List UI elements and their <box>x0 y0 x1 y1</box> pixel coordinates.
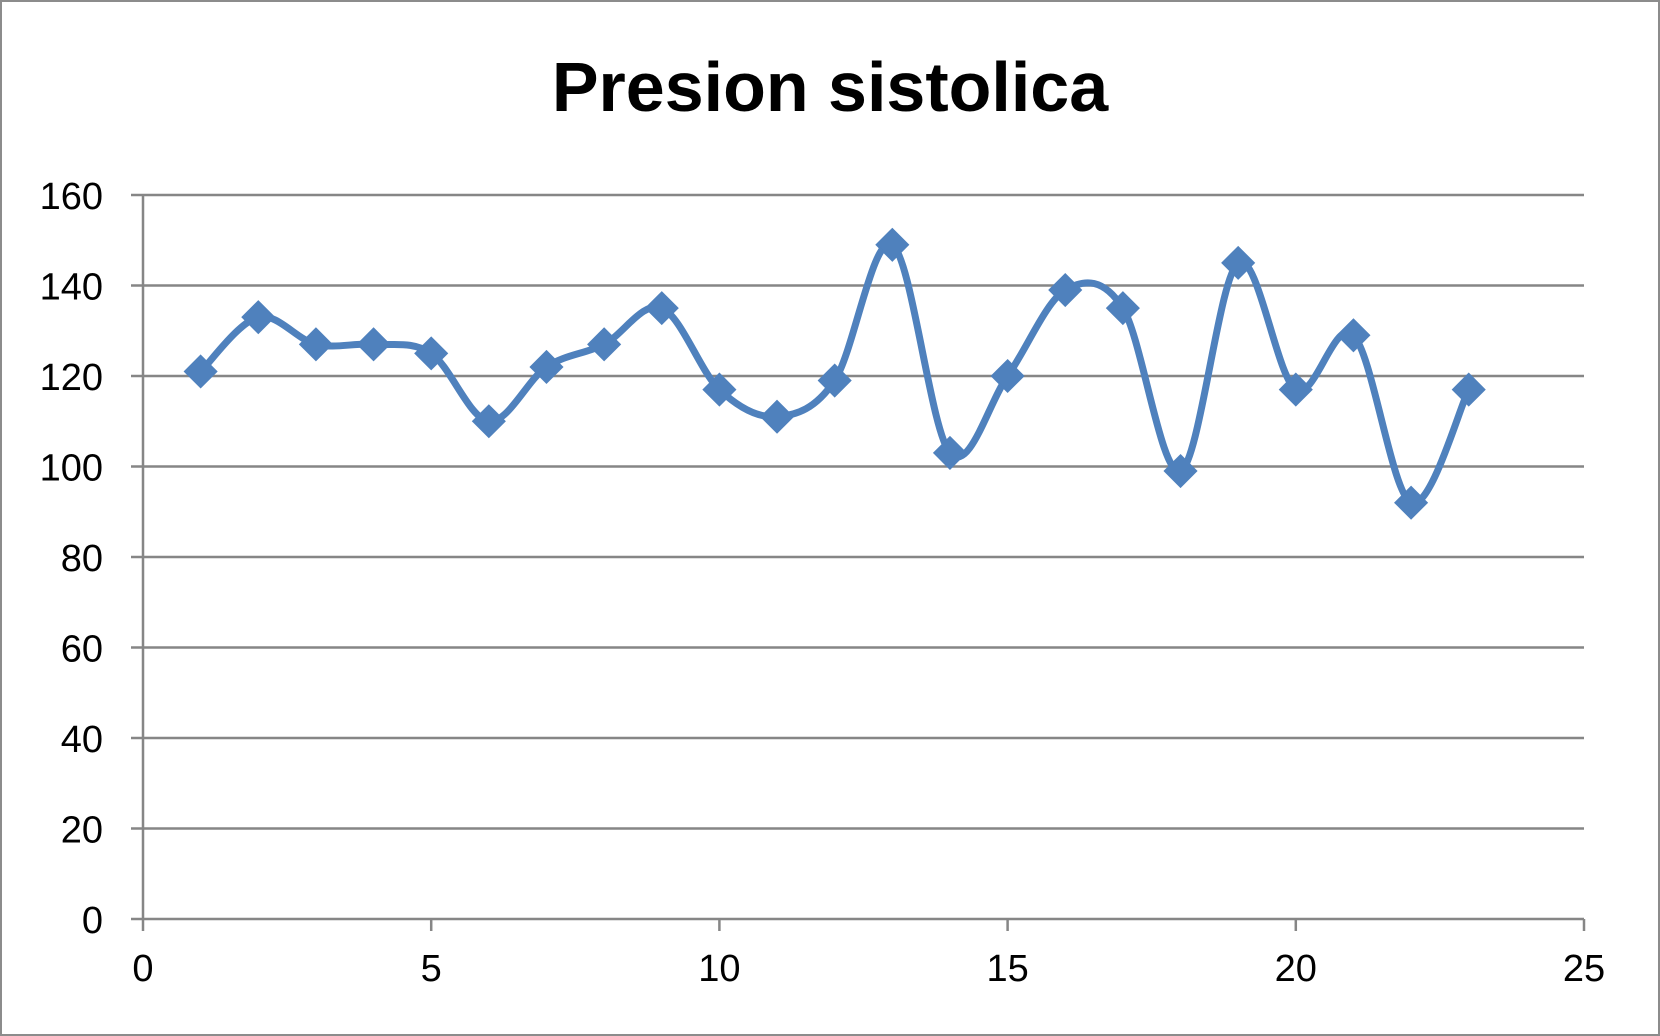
y-tick-label: 40 <box>61 719 103 761</box>
data-point-marker <box>414 336 449 371</box>
y-tick-label: 20 <box>61 810 103 852</box>
data-point-marker <box>702 372 737 407</box>
data-point-marker <box>471 404 506 439</box>
series-systolic <box>197 240 1473 507</box>
data-point-marker <box>356 327 391 362</box>
data-point-marker <box>875 227 910 262</box>
data-point-marker <box>1048 272 1083 308</box>
axes: 0 20 40 60 80 100 120 140 160 0 5 10 15 20 25 <box>40 176 1606 990</box>
y-tick-label: 160 <box>40 176 103 218</box>
data-point-marker <box>817 363 852 398</box>
data-point-marker <box>1394 485 1429 520</box>
x-tick-label: 10 <box>698 948 740 990</box>
data-point-marker <box>1278 372 1313 407</box>
data-markers <box>183 227 1486 520</box>
y-tick-label: 100 <box>40 448 103 490</box>
data-point-marker <box>644 291 679 326</box>
x-tick-label: 15 <box>986 948 1028 990</box>
data-point-marker <box>529 349 564 385</box>
x-tick-label: 5 <box>421 948 442 990</box>
y-tick-label: 80 <box>61 538 103 580</box>
data-point-marker <box>241 300 276 335</box>
data-point-marker <box>932 435 968 470</box>
data-point-marker <box>1163 453 1198 489</box>
y-tick-label: 120 <box>40 357 103 399</box>
gridlines <box>143 193 1584 830</box>
data-point-marker <box>587 327 622 362</box>
data-point-marker <box>298 327 333 362</box>
y-tick-label: 0 <box>82 900 103 942</box>
y-tick-label: 60 <box>61 629 103 671</box>
data-point-marker <box>1336 318 1371 353</box>
data-point-marker <box>990 358 1025 394</box>
data-point-marker <box>1221 245 1256 280</box>
x-tick-label: 0 <box>132 948 153 990</box>
x-tick-label: 20 <box>1275 948 1317 990</box>
x-tick-label: 25 <box>1563 948 1605 990</box>
data-point-marker <box>183 354 218 389</box>
series-line <box>197 240 1473 507</box>
data-point-marker <box>1451 372 1486 407</box>
data-point-marker <box>1105 291 1140 326</box>
data-point-marker <box>759 399 795 434</box>
y-tick-label: 140 <box>40 267 103 309</box>
chart-title: Presion sistolica <box>552 48 1109 126</box>
